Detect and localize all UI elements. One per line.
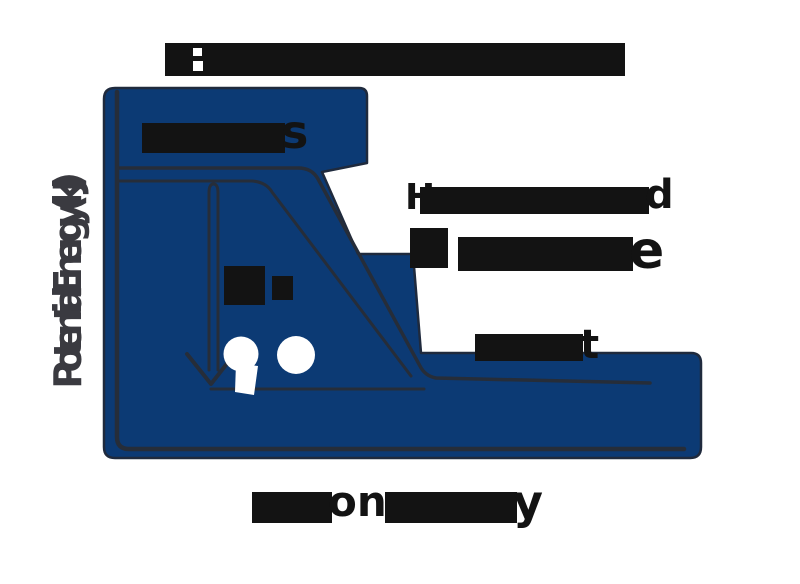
reactants-label-blob bbox=[142, 123, 285, 153]
xlabel-word2-blob bbox=[385, 492, 517, 523]
note-line2-leading-blob bbox=[410, 228, 448, 268]
note-line2-blob bbox=[458, 237, 633, 271]
title-letter-b-counter-top bbox=[193, 48, 202, 56]
title-letter-b-counter-bottom bbox=[193, 61, 203, 71]
white-comma-mark bbox=[223, 336, 259, 372]
xlabel-word2-fragment: y bbox=[513, 475, 543, 529]
y-axis-label: Potential Energy (kJ) bbox=[46, 183, 90, 389]
down-arrow-shaft bbox=[207, 182, 220, 372]
note-line1-last-letter: d bbox=[645, 172, 674, 218]
product-label-fragment: t bbox=[580, 322, 600, 368]
energy-curve-line bbox=[115, 166, 652, 385]
white-circle-mark bbox=[277, 336, 315, 374]
down-arrow-head bbox=[185, 352, 231, 386]
note-line2-last-letter: e bbox=[629, 221, 665, 281]
axes-lines bbox=[114, 89, 687, 452]
xlabel-word1-blob bbox=[252, 492, 332, 523]
reactants-label-fragment: s bbox=[281, 105, 309, 159]
inner-annotation-blob-large bbox=[224, 266, 265, 305]
energy-curve-inner-line bbox=[115, 179, 413, 378]
white-comma-tail bbox=[235, 363, 258, 395]
note-line1-blob bbox=[420, 187, 649, 214]
product-label-blob bbox=[475, 334, 583, 361]
chart-title-blob bbox=[165, 43, 625, 76]
xlabel-word1-fragment: on bbox=[328, 477, 387, 526]
inner-annotation-blob-small bbox=[272, 276, 293, 300]
